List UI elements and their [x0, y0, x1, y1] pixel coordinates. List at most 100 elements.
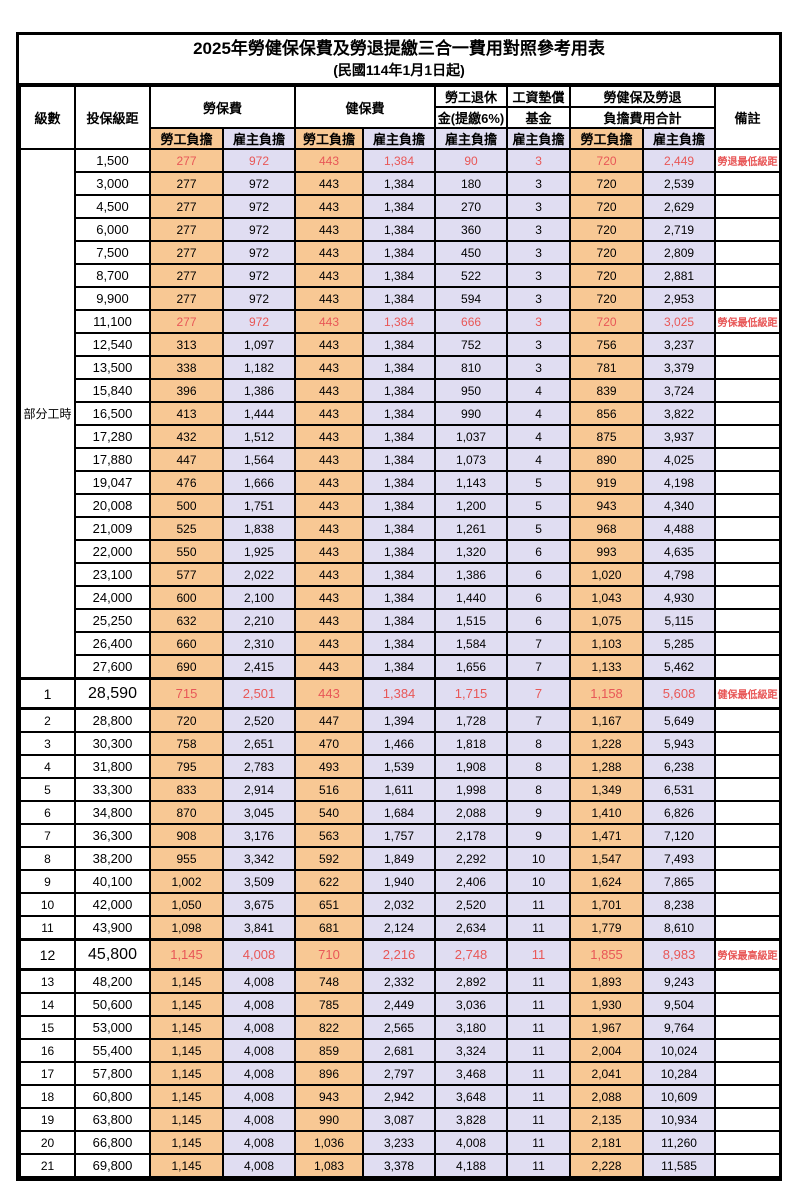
table-header: 級數 投保級距 勞保費 健保費 勞工退休 工資墊償 勞健保及勞退 備註 金(提繳…: [19, 85, 782, 151]
fee-cell: 4: [506, 424, 572, 450]
fee-cell: 9: [506, 800, 572, 826]
fee-cell: 1,855: [569, 938, 645, 972]
fee-cell: 1,384: [362, 539, 437, 565]
fee-cell: 2,088: [569, 1084, 645, 1110]
table-row: 9 40,100 1,002 3,509 622 1,940 2,406 10 1,624 7,8…: [19, 869, 782, 895]
fee-cell: 3: [506, 171, 572, 197]
fee-cell: 2,565: [362, 1015, 437, 1041]
fee-cell: 720: [569, 286, 645, 312]
fee-cell: 968: [569, 516, 645, 542]
bracket-cell: 12,540: [74, 332, 151, 358]
fee-cell: 1,386: [221, 378, 297, 404]
fee-cell: 6: [506, 608, 572, 634]
fee-cell: 666: [434, 309, 509, 335]
remark-cell: [714, 585, 782, 611]
bracket-cell: 28,800: [74, 707, 151, 734]
fee-cell: 1,384: [362, 217, 437, 243]
remark-cell: [714, 194, 782, 220]
fee-cell: 443: [294, 355, 365, 381]
fee-cell: 972: [221, 194, 297, 220]
fee-cell: 4,930: [642, 585, 717, 611]
header-pension-line1: 勞工退休: [434, 85, 509, 109]
table-row: 11,100 277 972 443 1,384 666 3 720 3,025 勞保最低級距: [20, 309, 782, 335]
bracket-cell: 42,000: [74, 892, 151, 918]
fee-cell: 2,719: [642, 217, 717, 243]
header-hi-employee: 勞工負擔: [294, 127, 365, 151]
fee-cell: 443: [294, 378, 365, 404]
fee-cell: 2,228: [569, 1153, 645, 1179]
level-cell: 7: [19, 823, 76, 849]
fee-cell: 4,008: [221, 968, 297, 995]
remark-cell: [714, 1130, 782, 1156]
fee-cell: 8,983: [642, 938, 717, 972]
fee-cell: 540: [294, 800, 365, 826]
bracket-cell: 21,009: [74, 516, 151, 542]
fee-cell: 3,822: [642, 401, 717, 427]
fee-cell: 2,216: [362, 938, 437, 972]
table-row: 17,280 432 1,512 443 1,384 1,037 4 875 3,937: [20, 424, 782, 450]
fee-cell: 443: [294, 470, 365, 496]
remark-cell: [714, 539, 782, 565]
table-row: 17 57,800 1,145 4,008 896 2,797 3,468 11 2,041 10…: [19, 1061, 782, 1087]
fee-cell: 1,893: [569, 968, 645, 995]
fee-cell: 720: [569, 263, 645, 289]
fee-cell: 270: [434, 194, 509, 220]
level-group-cell: 部分工時: [19, 148, 76, 680]
header-fund-employer: 雇主負擔: [506, 127, 572, 151]
fee-cell: 1,320: [434, 539, 509, 565]
bracket-cell: 50,600: [74, 992, 151, 1018]
fee-cell: 4,488: [642, 516, 717, 542]
table-row: 1 28,590 715 2,501 443 1,384 1,715 7 1,158 5,608 健…: [19, 677, 782, 711]
fee-cell: 450: [434, 240, 509, 266]
fee-cell: 622: [294, 869, 365, 895]
table-body: 部分工時 1,500 277 972 443 1,384 90 3 720 2,449 勞退最低級距…: [19, 148, 782, 1179]
fee-cell: 3,324: [434, 1038, 509, 1064]
fee-cell: 516: [294, 777, 365, 803]
fee-cell: 859: [294, 1038, 365, 1064]
fee-cell: 11,585: [642, 1153, 717, 1179]
fee-cell: 1,384: [362, 493, 437, 519]
bracket-cell: 45,800: [74, 938, 151, 972]
remark-cell: [714, 869, 782, 895]
fee-cell: 277: [149, 286, 224, 312]
header-total-line2: 負擔費用合計: [569, 106, 717, 130]
fee-cell: 1,037: [434, 424, 509, 450]
fee-cell: 3,025: [642, 309, 717, 335]
header-pension-employer: 雇主負擔: [434, 127, 509, 151]
fee-cell: 3,036: [434, 992, 509, 1018]
fee-cell: 2,953: [642, 286, 717, 312]
level-cell: 4: [19, 754, 76, 780]
header-labor-insurance: 勞保費: [148, 85, 297, 130]
fee-cell: 443: [294, 286, 365, 312]
remark-cell: 勞退最低級距: [714, 148, 782, 174]
fee-cell: 3,937: [642, 424, 717, 450]
header-wage-fund-line1: 工資墊償: [506, 85, 572, 109]
fee-cell: 577: [149, 562, 224, 588]
fee-cell: 9,243: [642, 968, 717, 995]
fee-cell: 594: [434, 286, 509, 312]
premium-table: 級數 投保級距 勞保費 健保費 勞工退休 工資墊償 勞健保及勞退 備註 金(提繳…: [19, 85, 782, 1179]
header-total-employer: 雇主負擔: [642, 127, 717, 151]
fee-cell: 2,881: [642, 263, 717, 289]
table-row: 2 28,800 720 2,520 447 1,394 1,728 7 1,167 5,649: [19, 707, 782, 734]
remark-cell: [714, 631, 782, 657]
fee-cell: 1,466: [362, 731, 437, 757]
fee-cell: 908: [149, 823, 224, 849]
fee-cell: 1,684: [362, 800, 437, 826]
fee-cell: 8: [506, 777, 572, 803]
fee-cell: 3: [506, 263, 572, 289]
remark-cell: [714, 447, 782, 473]
fee-cell: 632: [149, 608, 224, 634]
fee-cell: 6,238: [642, 754, 717, 780]
header-total-employee: 勞工負擔: [569, 127, 645, 151]
fee-cell: 4,798: [642, 562, 717, 588]
table-row: 20,008 500 1,751 443 1,384 1,200 5 943 4,340: [20, 493, 782, 519]
level-cell: 18: [19, 1084, 76, 1110]
fee-cell: 500: [149, 493, 224, 519]
table-row: 9,900 277 972 443 1,384 594 3 720 2,953: [20, 286, 782, 312]
fee-cell: 972: [221, 171, 297, 197]
fee-cell: 7: [506, 677, 572, 711]
fee-cell: 8: [506, 754, 572, 780]
remark-cell: [714, 1038, 782, 1064]
fee-cell: 690: [149, 654, 224, 680]
